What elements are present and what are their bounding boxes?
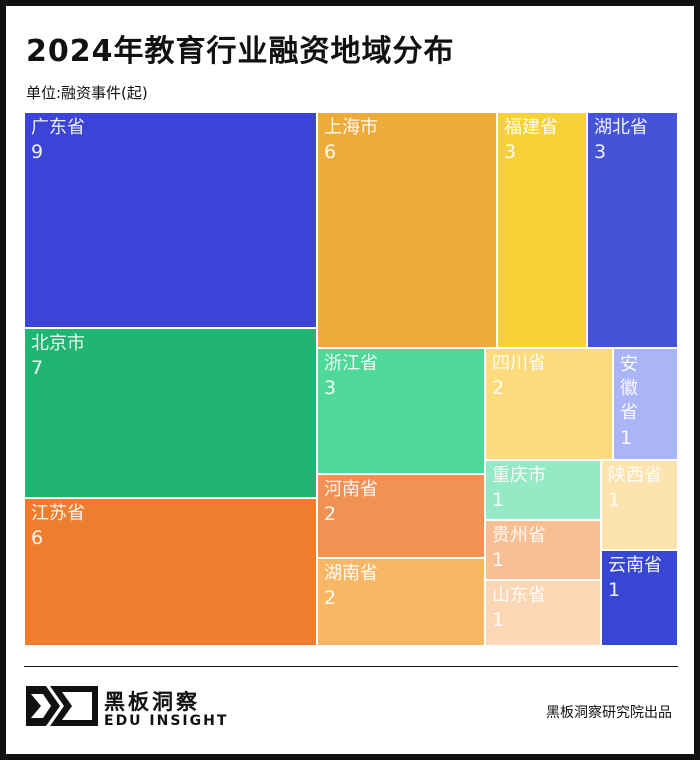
footer-divider — [24, 666, 678, 667]
treemap-tile-jiangsu: 江苏省 6 — [24, 498, 317, 646]
tile-label: 湖南省 2 — [324, 563, 378, 609]
treemap-tile-guizhou: 贵州省 1 — [485, 520, 601, 580]
tile-name-henan: 河南省 — [324, 479, 378, 500]
tile-name-zhejiang: 浙江省 — [324, 353, 378, 374]
tile-value-hunan: 2 — [324, 587, 337, 609]
tile-value-henan: 2 — [324, 503, 337, 525]
tile-name-chongqing: 重庆市 — [492, 465, 546, 486]
treemap-tile-shanghai: 上海市 6 — [317, 112, 497, 348]
tile-value-guangdong: 9 — [31, 141, 44, 163]
tile-name-fujian: 福建省 — [504, 117, 558, 138]
tile-label: 四川省 2 — [492, 353, 546, 399]
tile-value-guizhou: 1 — [492, 549, 505, 571]
tile-label: 上海市 6 — [324, 117, 378, 163]
treemap-tile-anhui: 安徽省 1 — [613, 348, 678, 460]
logo-chinese-name: 黑板洞察 — [104, 690, 200, 714]
publisher-credit: 黑板洞察研究院出品 — [546, 705, 672, 721]
treemap-tile-zhejiang: 浙江省 3 — [317, 348, 485, 474]
tile-label: 贵州省 1 — [492, 525, 546, 571]
tile-label: 浙江省 3 — [324, 353, 378, 399]
tile-value-zhejiang: 3 — [324, 377, 337, 399]
tile-value-hubei: 3 — [594, 141, 607, 163]
tile-name-sichuan: 四川省 — [492, 353, 546, 374]
treemap-tile-fujian: 福建省 3 — [497, 112, 587, 348]
tile-label: 江苏省 6 — [31, 503, 85, 549]
logo-english-name: EDU INSIGHT — [104, 713, 229, 729]
edu-insight-logo-icon — [26, 686, 98, 726]
tile-label: 陕西省 1 — [608, 465, 662, 511]
tile-name-jiangsu: 江苏省 — [31, 503, 85, 524]
tile-value-beijing: 7 — [31, 357, 44, 379]
tile-value-fujian: 3 — [504, 141, 517, 163]
tile-label: 北京市 7 — [31, 333, 85, 379]
treemap-tile-hubei: 湖北省 3 — [587, 112, 678, 348]
tile-value-shandong: 1 — [492, 609, 505, 631]
tile-value-sichuan: 2 — [492, 377, 505, 399]
tile-value-shaanxi: 1 — [608, 489, 621, 511]
chart-title: 2024年教育行业融资地域分布 — [26, 34, 455, 69]
unit-label: 单位:融资事件(起) — [26, 84, 148, 102]
treemap-tile-beijing: 北京市 7 — [24, 328, 317, 498]
tile-name-yunnan: 云南省 — [608, 555, 662, 576]
treemap-tile-yunnan: 云南省 1 — [601, 550, 678, 646]
tile-label: 安徽省 1 — [620, 353, 640, 449]
tile-value-chongqing: 1 — [492, 489, 505, 511]
tile-name-shaanxi: 陕西省 — [608, 465, 662, 486]
treemap-tile-shaanxi: 陕西省 1 — [601, 460, 678, 550]
tile-value-shanghai: 6 — [324, 141, 337, 163]
tile-name-guangdong: 广东省 — [31, 117, 85, 138]
tile-label: 山东省 1 — [492, 585, 546, 631]
tile-label: 河南省 2 — [324, 479, 378, 525]
tile-value-jiangsu: 6 — [31, 527, 44, 549]
treemap-tile-hunan: 湖南省 2 — [317, 558, 485, 646]
tile-name-hubei: 湖北省 — [594, 117, 648, 138]
treemap-tile-henan: 河南省 2 — [317, 474, 485, 558]
tile-name-beijing: 北京市 — [31, 333, 85, 354]
tile-label: 广东省 9 — [31, 117, 85, 163]
tile-value-yunnan: 1 — [608, 579, 621, 601]
tile-label: 福建省 3 — [504, 117, 558, 163]
chart-card: 2024年教育行业融资地域分布 单位:融资事件(起) 广东省 9 北京市 7 江苏省 6 上… — [6, 6, 694, 754]
tile-label: 重庆市 1 — [492, 465, 546, 511]
treemap-tile-chongqing: 重庆市 1 — [485, 460, 601, 520]
treemap: 广东省 9 北京市 7 江苏省 6 上海市 6 福建省 3 湖北省 3 浙江省 3 河南省 2 湖南省 2 四川省 2… — [24, 112, 678, 646]
tile-name-shanghai: 上海市 — [324, 117, 378, 138]
tile-label: 云南省 1 — [608, 555, 662, 601]
treemap-tile-sichuan: 四川省 2 — [485, 348, 613, 460]
treemap-tile-shandong: 山东省 1 — [485, 580, 601, 646]
tile-name-guizhou: 贵州省 — [492, 525, 546, 546]
tile-value-anhui: 1 — [620, 427, 633, 449]
tile-label: 湖北省 3 — [594, 117, 648, 163]
tile-name-hunan: 湖南省 — [324, 563, 378, 584]
treemap-tile-guangdong: 广东省 9 — [24, 112, 317, 328]
tile-name-shandong: 山东省 — [492, 585, 546, 606]
tile-name-anhui: 安徽省 — [620, 354, 638, 423]
